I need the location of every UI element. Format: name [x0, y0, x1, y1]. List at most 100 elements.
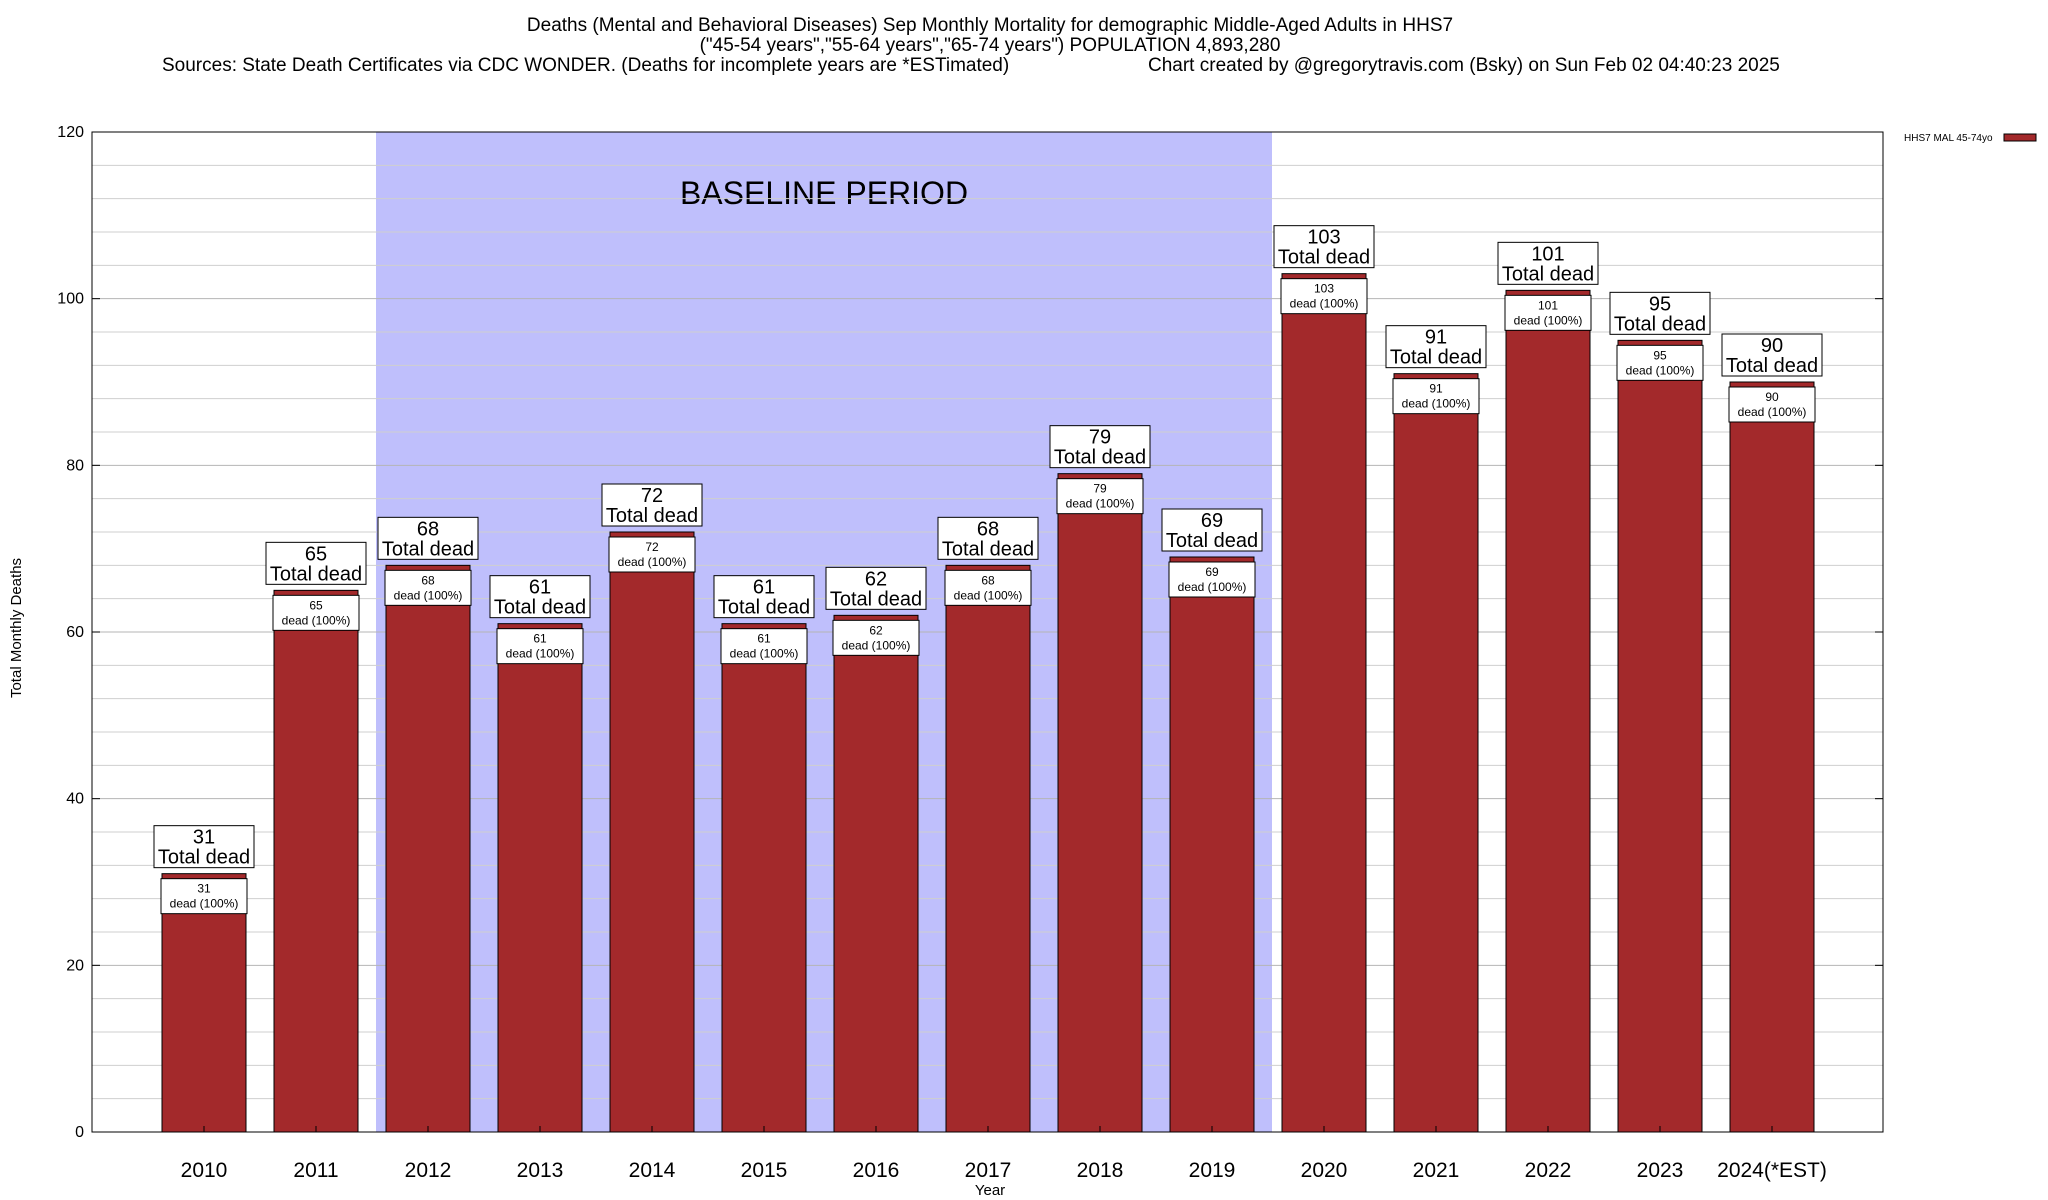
inner-label-caption: dead (100%) — [170, 897, 239, 911]
inner-label-value: 79 — [1093, 482, 1107, 496]
bar — [1169, 556, 1255, 1133]
inner-label-caption: dead (100%) — [618, 555, 687, 569]
top-label-caption: Total dead — [606, 505, 698, 527]
x-tick-label: 2016 — [853, 1159, 900, 1182]
top-label-value: 95 — [1649, 293, 1671, 315]
inner-label-value: 72 — [645, 540, 659, 554]
axis-layer: 0 20 40 60 80 100 120 2010 2011 2012 2013 2014 2015 2… — [57, 124, 1883, 1182]
x-tick-label: 2017 — [965, 1159, 1012, 1182]
inner-label-caption: dead (100%) — [730, 647, 799, 661]
top-label-caption: Total dead — [1166, 530, 1258, 552]
top-label-caption: Total dead — [718, 597, 810, 619]
bar — [161, 873, 247, 1133]
inner-label-box — [1168, 561, 1256, 598]
top-label-caption: Total dead — [1502, 263, 1594, 285]
bar — [1505, 289, 1591, 1133]
top-label-box — [1609, 291, 1711, 335]
bar — [1281, 273, 1367, 1133]
inner-label-box — [1280, 278, 1368, 315]
y-tick-label: 100 — [57, 291, 84, 308]
x-tick-label: 2010 — [181, 1159, 228, 1182]
inner-label-value: 90 — [1765, 390, 1779, 404]
inner-label-box — [384, 569, 472, 606]
baseline-period-label: BASELINE PERIOD — [680, 175, 968, 211]
chart-credit: Chart created by @gregorytravis.com (Bsk… — [1148, 55, 1780, 76]
top-label-box — [825, 566, 927, 610]
top-label-caption: Total dead — [382, 538, 474, 560]
top-label-caption: Total dead — [1390, 347, 1482, 369]
top-label-box — [1721, 333, 1823, 377]
top-label-box — [489, 575, 591, 619]
inner-label-box — [1728, 386, 1816, 423]
legend-series-label: HHS7 MAL 45-74yo — [1904, 133, 1993, 144]
x-tick-label: 2013 — [517, 1159, 564, 1182]
top-label-box — [601, 483, 703, 527]
inner-label-value: 61 — [757, 632, 771, 646]
bar — [273, 589, 359, 1133]
inner-label-caption: dead (100%) — [842, 638, 911, 652]
inner-label-box — [720, 628, 808, 665]
x-tick-label: 2012 — [405, 1159, 452, 1182]
x-tick-label: 2018 — [1077, 1159, 1124, 1182]
inner-label-caption: dead (100%) — [1066, 497, 1135, 511]
inner-label-box — [160, 878, 248, 915]
top-label-box — [1161, 508, 1263, 552]
inner-label-caption: dead (100%) — [1178, 580, 1247, 594]
chart-sources: Sources: State Death Certificates via CD… — [162, 55, 1009, 76]
x-tick-label: 2015 — [741, 1159, 788, 1182]
inner-label-value: 68 — [421, 573, 435, 587]
top-label-box — [1497, 241, 1599, 285]
inner-label-box — [832, 619, 920, 656]
y-tick-label: 0 — [75, 1124, 84, 1141]
inner-label-box — [1616, 344, 1704, 381]
inner-label-value: 65 — [309, 598, 323, 612]
plot-frame — [91, 131, 1884, 1133]
chart-title-line1: Deaths (Mental and Behavioral Diseases) … — [527, 15, 1453, 36]
x-tick-label: 2022 — [1525, 1159, 1572, 1182]
top-label-value: 69 — [1201, 510, 1223, 532]
inner-label-caption: dead (100%) — [1738, 405, 1807, 419]
bar — [1617, 339, 1703, 1133]
top-label-caption: Total dead — [942, 538, 1034, 560]
inner-label-value: 91 — [1429, 382, 1443, 396]
bar — [1393, 373, 1479, 1133]
inner-label-box — [608, 536, 696, 573]
top-label-box — [1049, 425, 1151, 469]
inner-label-caption: dead (100%) — [506, 647, 575, 661]
bar — [497, 623, 583, 1133]
top-label-value: 101 — [1531, 243, 1564, 265]
top-label-value: 62 — [865, 568, 887, 590]
x-tick-label: 2024(*EST) — [1717, 1159, 1827, 1182]
top-label-caption: Total dead — [158, 847, 250, 869]
bar — [833, 614, 919, 1133]
top-label-value: 61 — [753, 577, 775, 599]
top-label-value: 68 — [977, 518, 999, 540]
inner-label-box — [496, 628, 584, 665]
inner-label-value: 103 — [1314, 282, 1334, 296]
inner-label-caption: dead (100%) — [954, 588, 1023, 602]
inner-label-value: 95 — [1653, 348, 1667, 362]
x-axis-title: Year — [975, 1182, 1005, 1199]
top-label-value: 61 — [529, 577, 551, 599]
top-label-caption: Total dead — [830, 588, 922, 610]
inner-label-box — [272, 594, 360, 631]
legend-series-swatch — [2003, 133, 2037, 142]
inner-label-box — [1504, 294, 1592, 331]
inner-label-value: 61 — [533, 632, 547, 646]
bar — [1057, 473, 1143, 1133]
x-tick-label: 2019 — [1189, 1159, 1236, 1182]
inner-label-value: 68 — [981, 573, 995, 587]
top-label-caption: Total dead — [494, 597, 586, 619]
inner-label-caption: dead (100%) — [1626, 363, 1695, 377]
inner-label-caption: dead (100%) — [1514, 313, 1583, 327]
inner-label-box — [1056, 478, 1144, 515]
inner-label-value: 101 — [1538, 298, 1558, 312]
inner-label-box — [1392, 378, 1480, 415]
y-tick-label: 80 — [66, 457, 84, 474]
y-tick-label: 20 — [66, 957, 84, 974]
top-label-value: 65 — [305, 543, 327, 565]
x-tick-label: 2021 — [1413, 1159, 1460, 1182]
top-label-box — [937, 516, 1039, 560]
